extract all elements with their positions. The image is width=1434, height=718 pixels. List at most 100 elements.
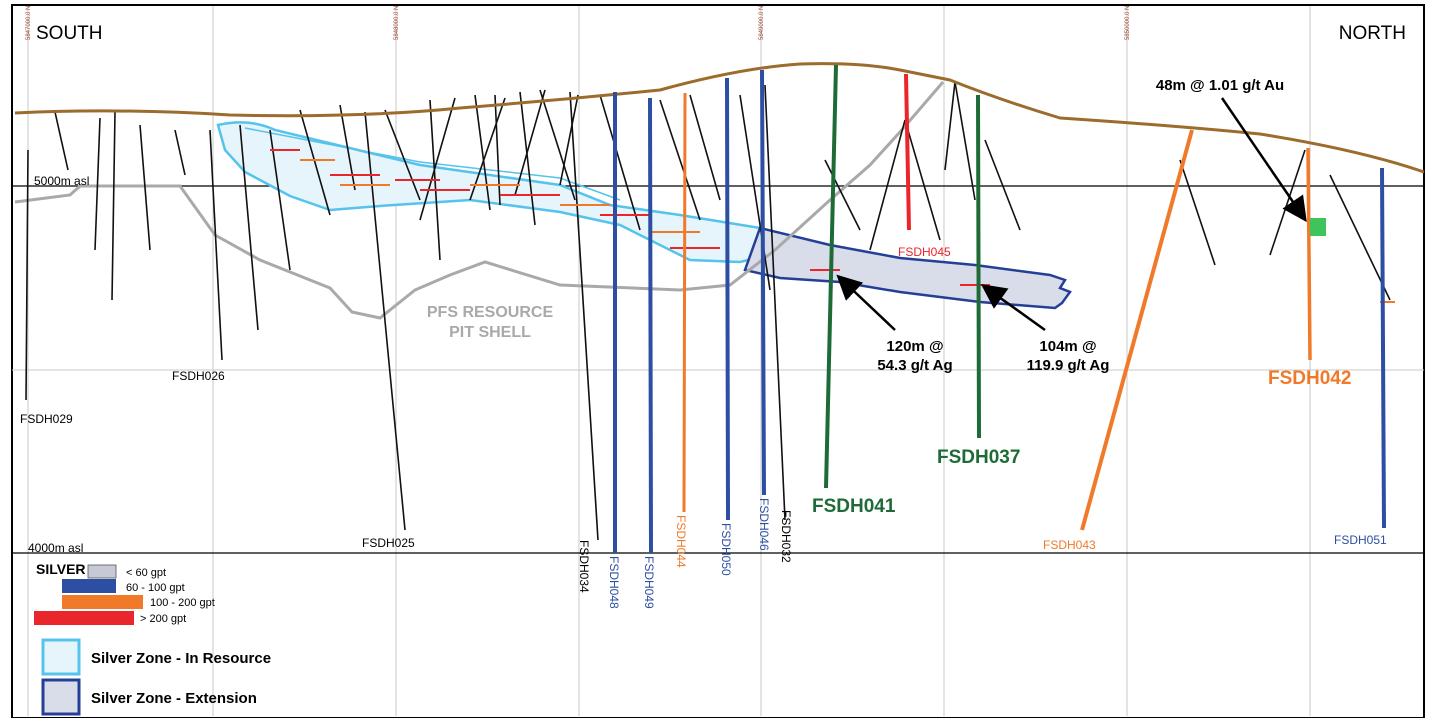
drill-trace xyxy=(739,94,771,291)
hole-trace-fsdh037 xyxy=(976,94,981,439)
drill-trace xyxy=(689,94,721,201)
arrow-icon xyxy=(980,284,1046,332)
hole-label-fsdh041: FSDH041 xyxy=(812,496,896,517)
drill-trace xyxy=(174,129,186,176)
hole-label-fsdh048: FSDH048 xyxy=(607,556,621,609)
northing-label: 5849000.0 N xyxy=(759,6,765,40)
intercept-fsdh041-line2: 54.3 g/t Ag xyxy=(877,357,952,374)
legend-swatch-low xyxy=(87,564,117,579)
northing-label: 5848000.0 N xyxy=(394,6,400,40)
legend: SILVER < 60 gpt 60 - 100 gpt 100 - 200 g… xyxy=(34,561,271,716)
hole-trace-fsdh046 xyxy=(760,69,766,496)
arrow-icon xyxy=(836,274,896,331)
legend-swatch-extension-zone xyxy=(41,678,81,716)
legend-swatch-very-high xyxy=(34,611,134,625)
legend-title: SILVER xyxy=(36,561,86,577)
silver-zone-resource xyxy=(216,121,804,264)
hole-trace-fsdh050 xyxy=(725,77,730,521)
pit-shell-label-line1: PFS RESOURCE xyxy=(427,304,554,321)
legend-grade-label: > 200 gpt xyxy=(140,613,186,625)
grid xyxy=(12,6,1424,716)
drill-trace xyxy=(111,111,116,301)
silver-zone-resource-inner xyxy=(244,127,621,201)
northing-label: 5847000.0 N xyxy=(26,6,32,40)
drill-trace xyxy=(599,94,641,231)
intercept-fsdh037-line2: 119.9 g/t Ag xyxy=(1027,357,1110,374)
intercept-fsdh042: 48m @ 1.01 g/t Au xyxy=(1156,77,1284,94)
drill-trace xyxy=(1179,159,1216,266)
hole-label-fsdh034: FSDH034 xyxy=(577,540,591,593)
drill-trace xyxy=(54,111,69,171)
legend-swatch-resource-zone xyxy=(41,638,81,676)
drill-trace xyxy=(954,81,976,201)
legend-label-extension-zone: Silver Zone - Extension xyxy=(91,690,257,707)
drill-trace xyxy=(269,129,291,271)
drill-trace xyxy=(764,84,786,521)
pit-shell-outline xyxy=(14,81,945,320)
drill-trace xyxy=(569,91,599,541)
silver-zone-extension xyxy=(743,226,1072,310)
hole-label-fsdh042: FSDH042 xyxy=(1268,368,1351,389)
drill-trace xyxy=(539,89,576,201)
drill-trace xyxy=(94,117,101,251)
hole-label-fsdh044: FSDH044 xyxy=(674,515,688,568)
elevation-label-upper: 5000m asl xyxy=(34,174,89,188)
hole-label-fsdh045: FSDH045 xyxy=(898,245,951,259)
hole-trace-fsdh044 xyxy=(682,92,687,513)
named-holes xyxy=(613,64,1386,554)
drill-trace xyxy=(514,89,546,196)
drill-trace xyxy=(209,129,223,361)
drill-trace xyxy=(519,91,536,226)
hole-label-fsdh026: FSDH026 xyxy=(172,369,225,383)
drill-trace xyxy=(1269,149,1306,256)
legend-swatch-high xyxy=(62,595,143,609)
drill-trace xyxy=(469,97,506,201)
drill-trace xyxy=(904,119,941,241)
northing-label: 5850000.0 N xyxy=(1125,6,1131,40)
hole-label-fsdh051: FSDH051 xyxy=(1334,533,1387,547)
drill-trace xyxy=(984,139,1021,231)
hole-label-fsdh025: FSDH025 xyxy=(362,536,415,550)
hole-trace-fsdh049 xyxy=(648,97,653,554)
hole-label-fsdh029: FSDH029 xyxy=(20,412,73,426)
intercept-fsdh037-line1: 104m @ xyxy=(1039,338,1096,355)
drill-trace xyxy=(869,119,906,251)
north-label: NORTH xyxy=(1339,23,1406,44)
legend-swatch-mid xyxy=(62,579,116,593)
hole-label-fsdh032: FSDH032 xyxy=(779,510,793,563)
green-square-icon xyxy=(1310,218,1326,236)
hole-trace-fsdh041 xyxy=(824,64,838,489)
drill-trace xyxy=(494,94,501,206)
hole-trace-fsdh042 xyxy=(1306,147,1312,361)
legend-label-resource-zone: Silver Zone - In Resource xyxy=(91,650,271,667)
drill-trace xyxy=(139,124,151,251)
drill-trace xyxy=(364,111,406,531)
legend-grade-label: 60 - 100 gpt xyxy=(126,582,185,594)
drill-trace xyxy=(474,94,491,211)
hole-label-fsdh049: FSDH049 xyxy=(642,556,656,609)
drill-trace xyxy=(384,109,421,201)
grade-ticks xyxy=(270,149,1395,303)
hole-trace-fsdh043 xyxy=(1080,129,1194,531)
drill-trace xyxy=(239,124,259,331)
legend-grade-label: 100 - 200 gpt xyxy=(150,597,215,609)
drill-trace xyxy=(1329,174,1391,301)
drill-trace xyxy=(659,99,701,221)
drill-trace xyxy=(559,94,579,186)
intercept-fsdh041-line1: 120m @ xyxy=(886,338,943,355)
hole-label-fsdh046: FSDH046 xyxy=(757,498,771,551)
arrow-icon xyxy=(1220,97,1307,223)
south-label: SOUTH xyxy=(36,23,103,44)
figure-frame xyxy=(11,4,1425,718)
northing-labels: 5847000.0 N 5848000.0 N 5849000.0 N 5850… xyxy=(26,6,1131,40)
drill-trace xyxy=(824,159,861,231)
intercept-arrows xyxy=(836,97,1307,332)
pit-shell-label-line2: PIT SHELL xyxy=(449,324,531,341)
hole-trace-fsdh045 xyxy=(904,73,911,231)
hole-label-fsdh037: FSDH037 xyxy=(937,447,1020,468)
elevation-label-lower: 4000m asl xyxy=(28,541,83,555)
drill-trace xyxy=(419,97,456,221)
drill-traces xyxy=(25,81,1391,541)
